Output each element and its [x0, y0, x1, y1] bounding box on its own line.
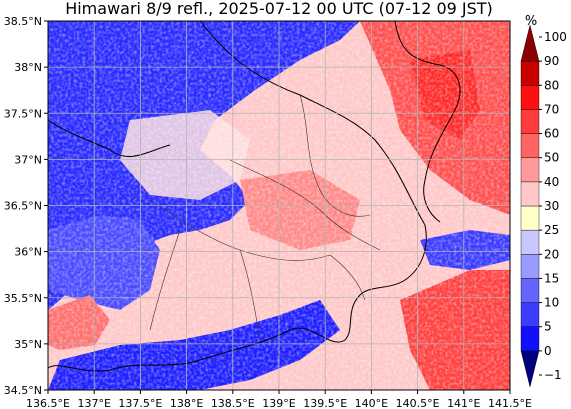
colorbar-label: 10	[544, 296, 559, 310]
lat-tick-label: 38°N	[14, 61, 42, 74]
colorbar-swatch	[520, 278, 540, 303]
colorbar-swatch	[520, 254, 540, 279]
latitude-axis: 34.5°N 35°N 35.5°N 36°N 36.5°N 37°N 37.5°N 38°N…	[4, 15, 48, 397]
colorbar-swatch	[520, 205, 540, 231]
lat-tick-label: 38.5°N	[4, 15, 42, 28]
colorbar-swatch	[520, 24, 540, 62]
colorbar-swatch	[520, 181, 540, 207]
lon-tick-label: 141°E	[447, 397, 480, 409]
colorbar-swatch	[520, 109, 540, 134]
longitude-axis: 136.5°E 137°E 137.5°E 138°E 138.5°E 139°E 139.…	[26, 390, 532, 409]
lat-tick-label: 35°N	[14, 338, 42, 351]
lon-tick-label: 140°E	[355, 397, 388, 409]
lat-tick-label: 36°N	[14, 246, 42, 259]
lon-tick-label: 138°E	[170, 397, 203, 409]
prefecture-borders	[149, 94, 381, 341]
colorbar-unit: %	[525, 14, 537, 29]
lon-tick-label: 140.5°E	[396, 397, 440, 409]
colorbar-label: 100	[544, 30, 567, 44]
colorbar-swatch	[520, 133, 540, 158]
graticule	[48, 21, 510, 390]
colorbar-swatch	[520, 229, 540, 255]
lon-tick-label: 136.5°E	[26, 397, 70, 409]
colorbar-label: 25	[544, 223, 559, 237]
colorbar: % −1 0 5 10 15 20 25 30 40 50 60 70 80 90 100	[520, 14, 567, 388]
colorbar-swatch	[520, 85, 540, 110]
colorbar-label: 60	[544, 127, 559, 141]
colorbar-label: 70	[544, 102, 559, 116]
lat-tick-label: 34.5°N	[4, 384, 42, 397]
lon-tick-label: 138.5°E	[211, 397, 255, 409]
lat-tick-label: 37.5°N	[4, 107, 42, 120]
colorbar-label: 90	[544, 54, 559, 68]
colorbar-label: 30	[544, 199, 559, 213]
lat-tick-label: 37°N	[14, 153, 42, 166]
colorbar-label: −1	[544, 368, 562, 382]
lon-tick-label: 137.5°E	[118, 397, 162, 409]
colorbar-swatch	[520, 60, 540, 86]
lat-tick-label: 36.5°N	[4, 200, 42, 213]
colorbar-label: 50	[544, 151, 559, 165]
colorbar-label: 0	[544, 344, 552, 358]
colorbar-label: 40	[544, 175, 559, 189]
coastline	[48, 21, 461, 372]
lat-tick-label: 35.5°N	[4, 292, 42, 305]
colorbar-label: 5	[544, 320, 552, 334]
colorbar-label: 20	[544, 247, 559, 261]
colorbar-swatch	[520, 157, 540, 183]
colorbar-swatch	[520, 326, 540, 352]
lon-tick-label: 139.5°E	[303, 397, 347, 409]
lon-tick-label: 139°E	[262, 397, 295, 409]
map-title: Himawari 8/9 refl., 2025-07-12 00 UTC (0…	[65, 0, 493, 18]
colorbar-label: 15	[544, 271, 559, 285]
lon-tick-label: 141.5°E	[488, 397, 532, 409]
lon-tick-label: 137°E	[77, 397, 110, 409]
colorbar-label: 80	[544, 78, 559, 92]
colorbar-swatch	[520, 350, 540, 388]
colorbar-swatch	[520, 302, 540, 327]
